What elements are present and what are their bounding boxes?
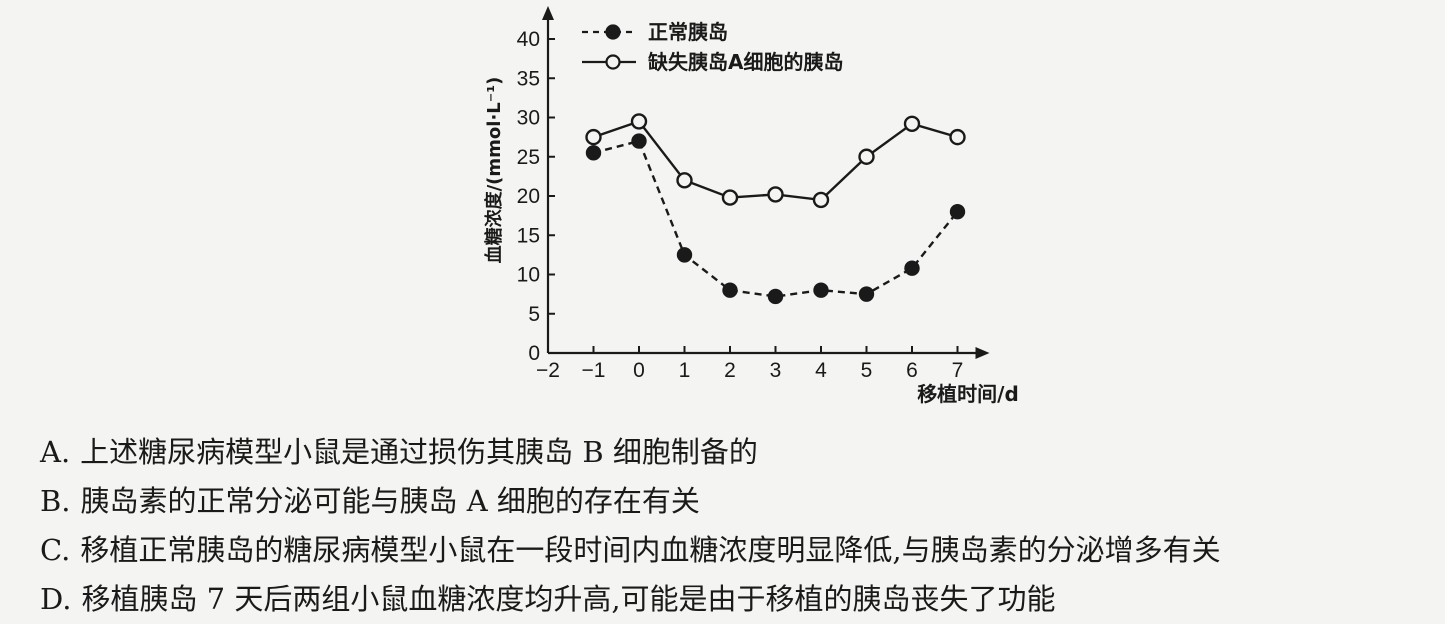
series-alpha-deficient-islet bbox=[585, 113, 966, 209]
y-axis-label: 血糖浓度/(mmol·L⁻¹) bbox=[483, 77, 505, 264]
data-point bbox=[585, 145, 602, 161]
chart-series bbox=[585, 113, 966, 305]
y-tick-label: 10 bbox=[517, 264, 540, 287]
x-tick-label: 5 bbox=[861, 359, 873, 382]
option-c[interactable]: C. 移植正常胰岛的糖尿病模型小鼠在一段时间内血糖浓度明显降低,与胰岛素的分泌增… bbox=[40, 526, 1221, 575]
x-tick-label: 4 bbox=[815, 359, 827, 382]
answer-options: A. 上述糖尿病模型小鼠是通过损伤其胰岛 B 细胞制备的 B. 胰岛素的正常分泌… bbox=[40, 428, 1221, 624]
x-tick-label: 3 bbox=[770, 359, 782, 382]
option-letter: B. bbox=[40, 484, 71, 518]
option-letter: A. bbox=[40, 435, 71, 469]
data-point bbox=[631, 133, 647, 149]
option-text: 移植正常胰岛的糖尿病模型小鼠在一段时间内血糖浓度明显降低,与胰岛素的分泌增多有关 bbox=[80, 533, 1221, 567]
y-axis-arrow bbox=[542, 6, 554, 20]
y-tick-label: 30 bbox=[517, 107, 540, 130]
y-tick-label: 35 bbox=[517, 67, 540, 90]
data-point bbox=[858, 286, 875, 302]
data-point bbox=[903, 115, 921, 132]
y-tick-label: 15 bbox=[517, 224, 540, 247]
y-tick-label: 40 bbox=[517, 28, 540, 51]
option-b[interactable]: B. 胰岛素的正常分泌可能与胰岛 A 细胞的存在有关 bbox=[40, 477, 1221, 526]
data-point bbox=[858, 148, 875, 165]
data-point bbox=[676, 172, 693, 189]
y-tick-label: 25 bbox=[517, 146, 540, 169]
x-tick-label: 1 bbox=[679, 359, 691, 382]
data-point bbox=[949, 128, 966, 146]
x-tick-label: 6 bbox=[906, 359, 918, 382]
x-tick-label: 2 bbox=[724, 359, 736, 382]
x-axis-arrow bbox=[975, 347, 990, 359]
option-text: 胰岛素的正常分泌可能与胰岛 A 细胞的存在有关 bbox=[80, 484, 700, 518]
data-point bbox=[630, 113, 648, 130]
option-d[interactable]: D. 移植胰岛 7 天后两组小鼠血糖浓度均升高,可能是由于移植的胰岛丧失了功能 bbox=[40, 575, 1221, 624]
data-point bbox=[767, 186, 784, 203]
x-tick-label: −1 bbox=[582, 359, 606, 382]
legend-marker bbox=[605, 24, 621, 40]
data-point bbox=[904, 260, 920, 276]
series-line bbox=[593, 139, 959, 298]
legend-label: 正常胰岛 bbox=[648, 20, 728, 44]
data-point bbox=[767, 288, 784, 305]
option-letter: C. bbox=[40, 533, 71, 567]
x-tick-label: −2 bbox=[536, 359, 560, 382]
y-tick-label: 20 bbox=[517, 185, 540, 208]
legend-label: 缺失胰岛A细胞的胰岛 bbox=[648, 50, 843, 74]
option-text: 移植胰岛 7 天后两组小鼠血糖浓度均升高,可能是由于移植的胰岛丧失了功能 bbox=[81, 582, 1056, 616]
data-point bbox=[949, 203, 966, 220]
data-point bbox=[812, 191, 830, 209]
option-letter: D. bbox=[40, 582, 72, 616]
data-point bbox=[722, 282, 738, 298]
option-a[interactable]: A. 上述糖尿病模型小鼠是通过损伤其胰岛 B 细胞制备的 bbox=[40, 428, 1221, 477]
data-point bbox=[721, 189, 739, 206]
x-axis-label: 移植时间/d bbox=[917, 382, 1019, 406]
y-tick-label: 5 bbox=[528, 303, 540, 326]
y-tick-label: 0 bbox=[528, 342, 540, 365]
data-point bbox=[585, 128, 602, 146]
data-point bbox=[676, 247, 693, 263]
x-tick-label: 0 bbox=[633, 359, 645, 382]
x-tick-label: 7 bbox=[952, 359, 964, 382]
option-text: 上述糖尿病模型小鼠是通过损伤其胰岛 B 细胞制备的 bbox=[80, 435, 758, 469]
data-point bbox=[813, 282, 829, 298]
series-normal-islet bbox=[585, 133, 966, 305]
legend-marker bbox=[605, 54, 621, 70]
